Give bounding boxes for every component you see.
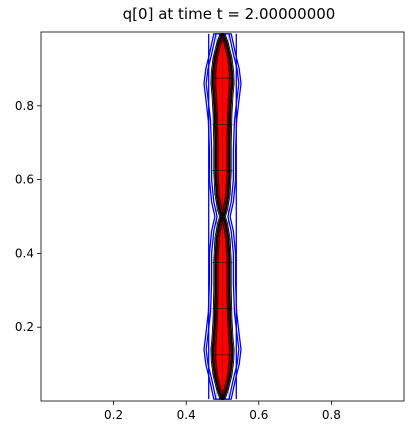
y-tick-label-1: 0.4: [15, 246, 34, 260]
axes-frame: [40, 31, 405, 402]
x-tick-label-3: 0.8: [322, 408, 341, 422]
inner-contour-left-2: [214, 33, 225, 400]
inner-contour-right-0: [224, 33, 235, 400]
x-tick-label-1: 0.4: [177, 408, 196, 422]
chart-title: q[0] at time t = 2.00000000: [123, 5, 336, 23]
y-axis-ticks: 0.2 0.4 0.6 0.8: [15, 99, 41, 334]
outer-contour-1: [203, 33, 242, 400]
clipped-plot-area: [203, 33, 242, 400]
x-tick-label-0: 0.2: [104, 408, 123, 422]
y-tick-label-0: 0.2: [15, 320, 34, 334]
y-tick-label-2: 0.6: [15, 173, 34, 187]
plot-content: [203, 33, 242, 400]
inner-contour-right-2: [220, 33, 231, 400]
y-tick-label-3: 0.8: [15, 99, 34, 113]
x-axis-ticks: 0.2 0.4 0.6 0.8: [104, 401, 341, 422]
x-tick-label-2: 0.6: [249, 408, 268, 422]
inner-contour-left-0: [210, 33, 221, 400]
